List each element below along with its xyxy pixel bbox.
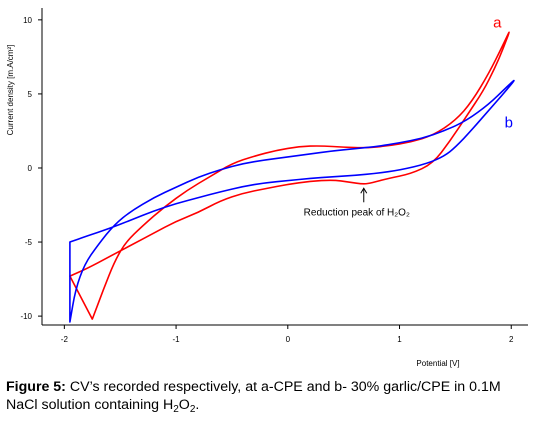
x-tick-label: -2: [61, 335, 69, 344]
y-tick-label: -5: [25, 238, 33, 247]
x-axis-label: Potential [V]: [416, 359, 459, 368]
y-tick-label: 5: [28, 90, 33, 99]
figure-caption: Figure 5: CV’s recorded respectively, at…: [6, 378, 530, 415]
x-tick-label: 1: [397, 335, 402, 344]
series-a-curve: [69, 31, 510, 320]
y-tick-label: 0: [28, 164, 33, 173]
annotation-text: Reduction peak of H₂O₂: [304, 207, 410, 218]
x-tick-label: -1: [173, 335, 181, 344]
series-b-label: b: [505, 115, 513, 132]
x-tick-label: 2: [509, 335, 514, 344]
annotation-arrow-head: [360, 187, 368, 194]
y-tick-label: 10: [23, 16, 32, 25]
y-tick-label: -10: [20, 312, 32, 321]
caption-sub-2: 2: [189, 404, 196, 415]
x-tick-label: 0: [286, 335, 291, 344]
series-a-label: a: [493, 14, 502, 31]
caption-sub-1: 2: [173, 404, 179, 415]
caption-end: .: [195, 397, 200, 413]
caption-text: CV’s recorded respectively, at a-CPE and…: [6, 379, 501, 413]
y-axis-label: Current density [m.A/cm²]: [6, 45, 15, 136]
caption-mid: O: [178, 397, 190, 413]
series-b-curve: [69, 79, 515, 323]
chart-axes: [41, 8, 528, 326]
caption-label: Figure 5:: [6, 379, 66, 395]
